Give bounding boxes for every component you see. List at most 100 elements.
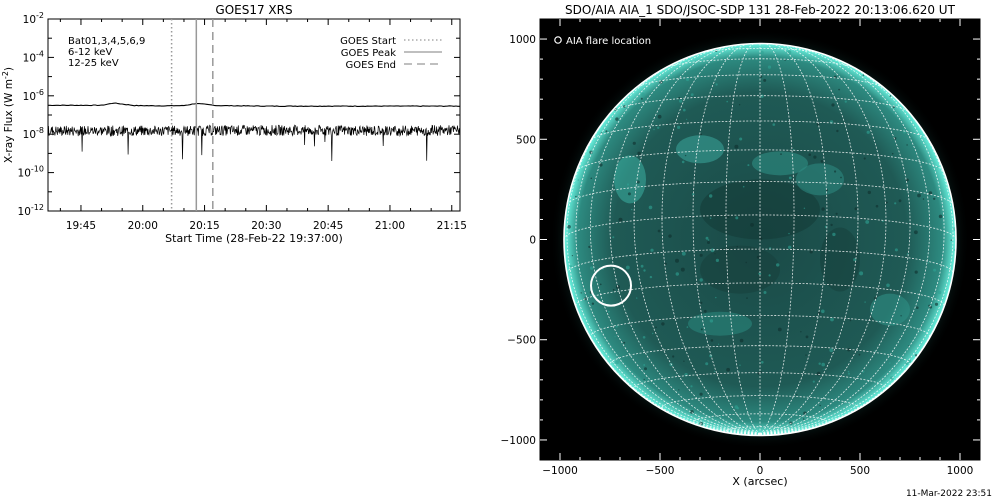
disk-speckle <box>715 83 718 86</box>
disk-speckle <box>705 362 709 366</box>
disk-speckle <box>758 234 761 237</box>
xrs-chart-title: GOES17 XRS <box>215 3 292 17</box>
disk-speckle <box>618 217 623 222</box>
disk-speckle <box>636 297 638 299</box>
disk-speckle <box>591 302 595 305</box>
disk-region <box>870 293 910 326</box>
disk-speckle <box>927 261 930 264</box>
disk-speckle <box>625 265 630 270</box>
disk-speckle <box>589 266 594 270</box>
disk-speckle <box>854 207 858 211</box>
y-tick-exp: -12 <box>31 203 44 212</box>
disk-speckle <box>641 92 645 97</box>
disk-speckle <box>784 59 786 61</box>
disk-speckle <box>914 354 918 357</box>
disk-speckle <box>705 236 709 240</box>
disk-speckle <box>681 160 685 164</box>
disk-speckle <box>928 191 933 195</box>
y-tick-base: 10 <box>23 14 36 26</box>
disk-speckle <box>652 332 654 335</box>
disk-speckle <box>718 343 720 345</box>
disk-speckle <box>690 385 693 388</box>
disk-speckle <box>569 265 573 268</box>
latitude-line <box>564 214 956 240</box>
longitude-line <box>759 43 795 435</box>
disk-speckle <box>726 367 730 372</box>
disk-speckle <box>727 215 730 218</box>
disk-speckle <box>699 278 703 282</box>
disk-speckle <box>809 250 813 254</box>
disk-speckle <box>631 208 633 211</box>
disk-speckle <box>612 236 615 239</box>
disk-speckle <box>906 144 908 146</box>
aia-x-axis: −1000 −500 0 500 1000 <box>542 19 973 477</box>
disk-speckle <box>707 239 710 241</box>
disk-speckle <box>885 201 888 204</box>
aia-y-tick-label: −500 <box>507 335 536 347</box>
disk-speckle <box>838 88 840 91</box>
xrs-x-axis: 19:45 20:00 20:15 20:30 20:45 21:00 21:15 <box>59 19 467 232</box>
disk-speckle <box>575 195 577 198</box>
x-tick-label: 20:30 <box>251 220 281 232</box>
disk-speckle <box>805 335 809 339</box>
disk-speckle <box>847 370 850 373</box>
disk-speckle <box>831 103 835 107</box>
legend-event-label: GOES Start <box>340 36 396 47</box>
xrs-y-axis-label: X-ray Flux (W m-2) <box>1 67 15 163</box>
disk-speckle <box>672 355 675 358</box>
disk-speckle <box>812 380 815 383</box>
x-tick-label: 19:45 <box>66 220 96 232</box>
aia-y-tick-label: 500 <box>516 134 536 146</box>
disk-speckle <box>734 405 738 409</box>
latitude-line <box>590 120 930 141</box>
disk-speckle <box>761 361 764 364</box>
disk-speckle <box>746 297 748 299</box>
disk-speckle <box>903 129 906 131</box>
disk-speckle <box>685 77 690 82</box>
disk-speckle <box>750 223 754 227</box>
disk-speckle <box>640 97 643 100</box>
longitude-line <box>609 45 761 435</box>
disk-speckle <box>830 317 834 322</box>
disk-speckle <box>710 248 715 253</box>
legend-series-6-12kev: 6-12 keV <box>68 47 112 58</box>
y-tick-base: 10 <box>23 129 36 141</box>
xrs-y-axis-label-main: X-ray Flux (W m <box>3 79 15 163</box>
longitude-line <box>575 54 761 435</box>
disk-speckle <box>657 114 662 119</box>
disk-speckle <box>802 418 805 420</box>
disk-speckle <box>780 153 782 156</box>
disk-speckle <box>655 326 657 329</box>
disk-speckle <box>800 331 802 333</box>
disk-speckle <box>816 123 820 126</box>
disk-speckle <box>679 99 683 103</box>
disk-speckle <box>739 364 741 366</box>
disk-speckle <box>615 325 618 328</box>
disk-speckle <box>820 159 824 163</box>
flare-location-marker <box>590 264 632 307</box>
disk-speckle <box>803 207 806 209</box>
disk-speckle <box>862 74 865 77</box>
disk-speckle <box>668 234 672 238</box>
disk-speckle <box>678 96 681 99</box>
latitude-line <box>692 413 828 426</box>
aia-x-tick-label: 0 <box>757 465 764 477</box>
disk-speckle <box>571 255 574 257</box>
disk-speckle <box>686 118 688 120</box>
disk-region <box>688 311 752 336</box>
disk-speckle <box>864 301 866 303</box>
disk-speckle <box>590 177 593 180</box>
disk-speckle <box>889 362 891 364</box>
x-tick-label: 20:00 <box>128 220 158 232</box>
disk-speckle <box>642 336 646 339</box>
disk-speckle <box>767 65 772 69</box>
y-tick-label: 10-2 <box>23 11 44 26</box>
flare-legend-symbol <box>554 36 562 44</box>
disk-speckle <box>690 93 694 96</box>
disk-speckle <box>700 301 703 304</box>
disk-speckle <box>821 362 825 367</box>
disk-speckle <box>710 339 714 342</box>
